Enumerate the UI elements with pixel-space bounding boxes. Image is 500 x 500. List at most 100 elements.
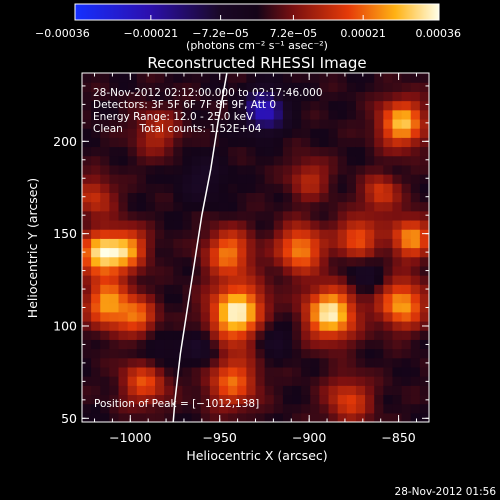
heatmap-cell [282, 210, 293, 221]
heatmap-cell [82, 238, 92, 249]
heatmap-cell [228, 394, 238, 405]
heatmap-cell [401, 82, 412, 92]
heatmap-cell [173, 219, 184, 230]
heatmap-cell [127, 247, 138, 258]
heatmap-cell [145, 183, 156, 193]
heatmap-cell [255, 192, 266, 203]
heatmap-cell [182, 210, 193, 221]
heatmap-cell [182, 82, 193, 92]
heatmap-cell [282, 91, 293, 102]
heatmap-cell [401, 100, 412, 111]
heatmap-cell [419, 256, 429, 267]
heatmap-cell [91, 174, 101, 184]
heatmap-cell [91, 82, 101, 92]
heatmap-cell [164, 164, 174, 175]
heatmap-cell [237, 385, 247, 396]
heatmap-cell [328, 219, 339, 230]
heatmap-cell [173, 82, 184, 92]
heatmap-cell [328, 394, 339, 405]
heatmap-cell [355, 201, 366, 212]
heatmap-cell [273, 330, 284, 340]
heatmap-cell [109, 256, 120, 267]
heatmap-cell [365, 348, 375, 359]
heatmap-cell [392, 183, 403, 193]
heatmap-cell [191, 91, 202, 102]
heatmap-cell [237, 366, 247, 377]
heatmap-cell [182, 192, 193, 203]
heatmap-cell [392, 311, 403, 322]
heatmap-cell [228, 109, 238, 120]
heatmap-cell [100, 311, 110, 322]
heatmap-cell [209, 256, 220, 267]
heatmap-cell [218, 320, 229, 331]
heatmap-cell [292, 348, 302, 359]
heatmap-cell [91, 394, 101, 405]
heatmap-cell [383, 275, 394, 285]
heatmap-cell [209, 412, 220, 422]
heatmap-cell [173, 330, 184, 340]
heatmap-cell [328, 339, 339, 350]
heatmap-cell [228, 385, 238, 396]
heatmap-cell [145, 412, 156, 422]
heatmap-cell [355, 91, 366, 102]
heatmap-cell [237, 403, 247, 414]
x-tick-label: −1000 [109, 430, 151, 445]
heatmap-cell [301, 311, 311, 322]
heatmap-cell [191, 311, 202, 322]
heatmap-cell [337, 394, 348, 405]
colorbar-tick-label: 7.2e−05 [270, 27, 317, 40]
heatmap-cell [301, 164, 311, 175]
heatmap-cell [365, 155, 375, 166]
heatmap-cell [319, 247, 330, 258]
heatmap-cell [109, 412, 120, 422]
heatmap-cell [410, 128, 421, 138]
heatmap-cell [419, 311, 429, 322]
heatmap-cell [355, 238, 366, 249]
heatmap-cell [355, 385, 366, 396]
heatmap-cell [273, 164, 284, 175]
heatmap-cell [319, 394, 330, 405]
heatmap-cell [337, 137, 348, 148]
heatmap-cell [264, 219, 275, 230]
heatmap-cell [282, 155, 293, 166]
heatmap-cell [401, 183, 412, 193]
heatmap-cell [374, 82, 384, 92]
heatmap-cell [145, 247, 156, 258]
heatmap-cell [82, 155, 92, 166]
heatmap-cell [355, 174, 366, 184]
heatmap-cell [173, 174, 184, 184]
heatmap-cell [310, 366, 321, 377]
heatmap-cell [91, 357, 101, 368]
heatmap-cell [109, 164, 120, 175]
heatmap-cell [310, 284, 321, 295]
heatmap-cell [401, 174, 412, 184]
heatmap-cell [91, 238, 101, 249]
heatmap-cell [410, 238, 421, 249]
heatmap-cell [237, 293, 247, 304]
heatmap-cell [301, 118, 311, 129]
heatmap-cell [136, 330, 147, 340]
heatmap-cell [374, 348, 384, 359]
heatmap-cell [328, 256, 339, 267]
heatmap-cell [346, 146, 357, 157]
heatmap-cell [228, 302, 238, 313]
heatmap-cell [355, 412, 366, 422]
heatmap-cell [282, 293, 293, 304]
heatmap-cell [365, 394, 375, 405]
heatmap-cell [401, 275, 412, 285]
heatmap-cell [392, 394, 403, 405]
heatmap-cell [392, 302, 403, 313]
heatmap-cell [164, 128, 174, 138]
heatmap-cell [182, 238, 193, 249]
heatmap-cell [82, 73, 92, 83]
heatmap-cell [337, 146, 348, 157]
heatmap-cell [155, 100, 165, 111]
heatmap-cell [383, 293, 394, 304]
heatmap-cell [164, 174, 174, 184]
heatmap-cell [109, 339, 120, 350]
heatmap-cell [155, 229, 165, 239]
heatmap-cell [209, 210, 220, 221]
heatmap-cell [282, 183, 293, 193]
heatmap-cell [237, 128, 247, 138]
heatmap-cell [145, 265, 156, 276]
